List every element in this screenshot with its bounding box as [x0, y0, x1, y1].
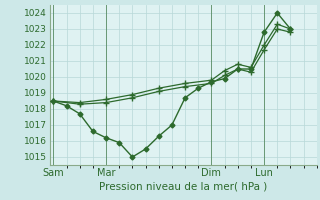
X-axis label: Pression niveau de la mer( hPa ): Pression niveau de la mer( hPa ) [99, 182, 267, 192]
